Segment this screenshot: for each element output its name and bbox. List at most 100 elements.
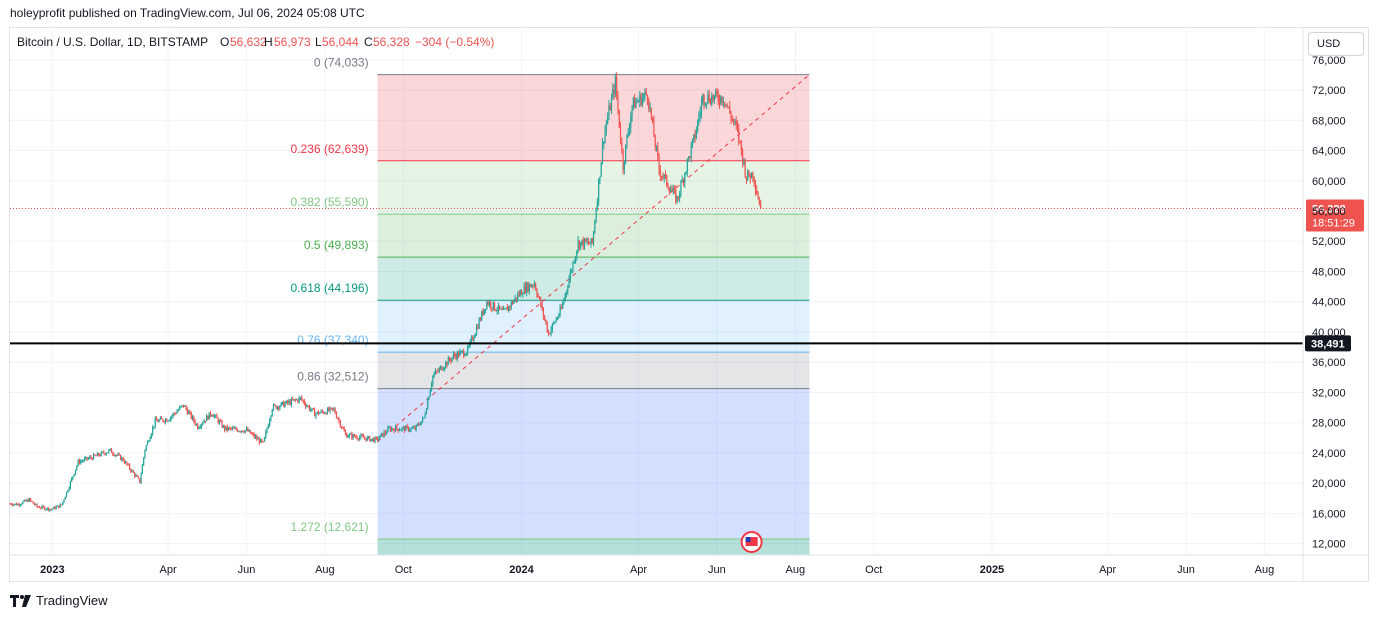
- candle: [505, 307, 507, 309]
- candle-body: [754, 183, 757, 191]
- candle-body: [653, 120, 655, 137]
- candle: [491, 307, 493, 313]
- candle-body: [501, 308, 503, 310]
- candle: [261, 438, 263, 443]
- candle: [220, 418, 222, 422]
- us-flag-event-icon[interactable]: [740, 531, 763, 553]
- candle-body: [55, 506, 57, 509]
- candle-body: [80, 461, 82, 464]
- candle-body: [538, 296, 541, 299]
- candle-body: [550, 329, 552, 334]
- candle-body: [488, 302, 491, 305]
- y-tick-label: 60,000: [1312, 176, 1346, 188]
- candle: [64, 496, 66, 500]
- candle-body: [293, 399, 295, 401]
- candle: [636, 97, 638, 104]
- candle: [37, 505, 39, 508]
- candle-body: [486, 301, 488, 310]
- candle-body: [89, 456, 91, 459]
- candle-body: [83, 458, 86, 461]
- candle-body: [461, 350, 464, 352]
- candle-body: [64, 496, 66, 500]
- candle-body: [526, 283, 528, 293]
- candle: [50, 507, 52, 511]
- candle: [362, 433, 365, 438]
- candle: [545, 319, 547, 325]
- candle: [735, 116, 737, 130]
- candle: [403, 425, 406, 434]
- candle-body: [119, 454, 122, 460]
- candle: [230, 427, 232, 431]
- candle-body: [278, 406, 280, 409]
- candle: [131, 469, 133, 473]
- candle: [743, 158, 745, 166]
- candle-body: [81, 460, 83, 462]
- candle: [745, 176, 748, 184]
- candle: [700, 96, 703, 119]
- candle-body: [380, 433, 383, 435]
- candle-body: [392, 428, 394, 430]
- candle: [676, 195, 678, 204]
- candle-body: [625, 144, 627, 163]
- candle-body: [346, 434, 348, 438]
- candle: [535, 282, 537, 291]
- candle-body: [27, 499, 29, 502]
- candle: [231, 425, 233, 431]
- candle: [415, 424, 417, 432]
- fib-trend-line[interactable]: [377, 74, 810, 442]
- candle: [154, 416, 156, 429]
- currency-button[interactable]: USD: [1308, 32, 1364, 56]
- candle: [688, 155, 690, 163]
- candle: [598, 178, 600, 207]
- candle: [587, 237, 589, 246]
- candle: [721, 96, 723, 106]
- candle: [388, 425, 390, 429]
- candle-body: [248, 430, 250, 432]
- candle-body: [90, 456, 92, 458]
- candle: [630, 111, 632, 134]
- candle-body: [158, 419, 160, 422]
- candle-body: [45, 509, 47, 511]
- candle-body: [589, 243, 591, 245]
- candle: [149, 436, 151, 442]
- candle: [421, 416, 424, 424]
- candle: [90, 454, 92, 460]
- candle-body: [14, 503, 16, 505]
- candle-body: [271, 409, 273, 416]
- candle-body: [134, 472, 136, 477]
- candle-body: [213, 415, 215, 417]
- candle-body: [132, 470, 134, 473]
- candle: [662, 172, 664, 180]
- candle: [314, 407, 316, 417]
- candle-body: [260, 439, 262, 443]
- candle-body: [532, 285, 534, 287]
- candle-body: [176, 411, 178, 414]
- candle-body: [509, 306, 511, 308]
- legend-high-value: 56,973: [274, 35, 311, 49]
- candle: [95, 454, 97, 457]
- candle-body: [540, 298, 542, 307]
- legend-close-label: C: [364, 35, 373, 49]
- candle: [293, 399, 295, 402]
- candle: [538, 296, 541, 300]
- candle-body: [46, 507, 48, 510]
- candle: [328, 406, 330, 412]
- candle: [272, 403, 275, 412]
- footer-brand[interactable]: TradingView: [10, 593, 108, 608]
- candle: [258, 437, 260, 446]
- fib-zone: [377, 352, 810, 389]
- candle: [614, 73, 616, 98]
- candle: [118, 452, 120, 456]
- candle: [447, 355, 449, 365]
- candle: [325, 412, 327, 415]
- candle-body: [166, 419, 168, 422]
- x-tick-label: Aug: [315, 564, 335, 576]
- candle: [702, 93, 704, 106]
- candle-body: [640, 94, 642, 106]
- legend-symbol[interactable]: Bitcoin / U.S. Dollar, 1D, BITSTAMP: [17, 35, 208, 49]
- candle-body: [335, 413, 338, 418]
- candle-body: [604, 129, 606, 142]
- candle-body: [257, 438, 259, 440]
- candle-body: [72, 476, 74, 479]
